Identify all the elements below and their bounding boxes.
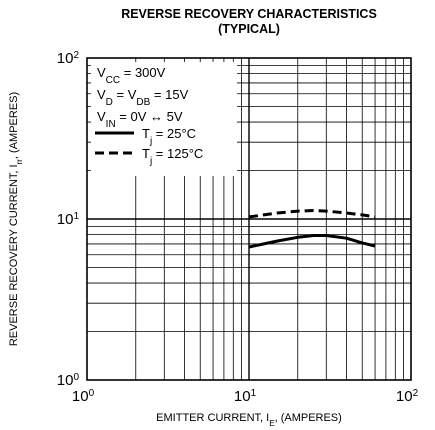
y-tick-label: 101	[57, 211, 80, 229]
series-line-1	[248, 234, 376, 249]
series-line-2	[248, 209, 376, 219]
x-tick-labels: 100 101 102	[72, 388, 419, 406]
y-tick-label: 100	[57, 372, 80, 390]
series-group	[248, 209, 376, 249]
legend-box	[91, 62, 237, 176]
chart-subtitle: (TYPICAL)	[218, 22, 280, 36]
y-axis-label: REVERSE RECOVERY CURRENT, Irr, (AMPERES)	[8, 92, 24, 346]
legend-background	[91, 62, 237, 176]
x-tick-label: 102	[396, 388, 419, 406]
x-tick-label: 101	[234, 388, 257, 406]
y-tick-label: 102	[57, 50, 80, 68]
y-tick-labels: 100 101 102	[57, 50, 80, 390]
plot-frame	[86, 57, 412, 381]
x-axis-label: EMITTER CURRENT, IE, (AMPERES)	[156, 412, 342, 428]
x-tick-label: 100	[72, 388, 95, 406]
chart-title: REVERSE RECOVERY CHARACTERISTICS	[121, 7, 377, 21]
plot-border	[86, 57, 412, 381]
